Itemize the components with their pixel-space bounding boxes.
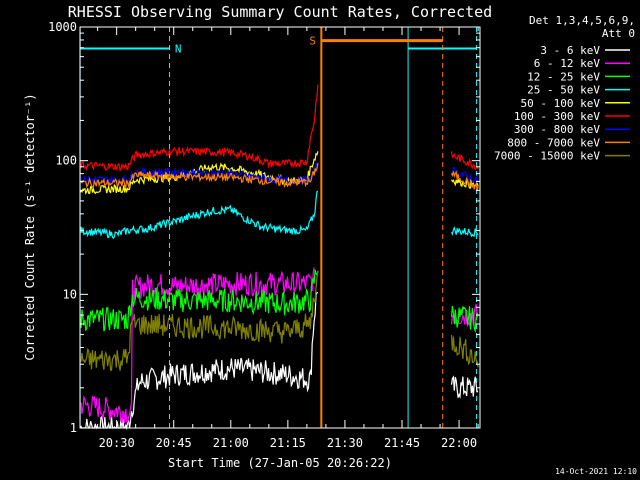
chart-title: RHESSI Observing Summary Count Rates, Co… <box>68 3 492 21</box>
series-line-5 <box>450 151 479 171</box>
x-tick-label: 21:00 <box>213 436 249 450</box>
series-line-4 <box>79 151 319 195</box>
x-axis-label: Start Time (27-Jan-05 20:26:22) <box>168 456 392 470</box>
y-axis-label: Corrected Count Rate (s⁻¹ detector⁻¹) <box>23 93 37 360</box>
legend-entry-label: 12 - 25 keV <box>527 70 600 83</box>
night-marker-label: N <box>175 43 182 56</box>
x-tick-label: 21:15 <box>270 436 306 450</box>
series-line-1 <box>80 267 315 424</box>
y-tick-label: 10 <box>63 287 77 301</box>
series-line-8 <box>79 270 319 371</box>
series-line-5 <box>79 84 319 173</box>
timestamp: 14-Oct-2021 12:10 <box>555 467 637 476</box>
x-tick-label: 20:45 <box>156 436 192 450</box>
saa-marker-label: S <box>309 35 316 48</box>
x-tick-label: 21:30 <box>327 436 363 450</box>
legend-entry-label: 7000 - 15000 keV <box>494 150 600 163</box>
series-line-3 <box>79 190 319 239</box>
legend-entry-label: 300 - 800 keV <box>514 123 600 136</box>
series-line-6 <box>79 162 319 186</box>
series-line-3 <box>450 226 479 238</box>
legend-title-line-1: Det 1,3,4,5,6,9, <box>529 14 635 27</box>
series-line-6 <box>451 166 479 184</box>
series-line-7 <box>450 170 479 191</box>
plot-frame <box>79 26 481 429</box>
legend-entry-label: 100 - 300 keV <box>514 110 600 123</box>
y-tick-label: 1 <box>70 421 77 435</box>
series-line-8 <box>450 334 479 368</box>
x-tick-label: 20:30 <box>99 436 135 450</box>
legend-entry-label: 800 - 7000 keV <box>507 136 600 149</box>
series-line-2 <box>450 305 479 334</box>
legend-entry-label: 6 - 12 keV <box>534 57 601 70</box>
legend-title-line-2: Att 0 <box>602 27 635 40</box>
series-line-0 <box>450 375 479 399</box>
legend-entry-label: 3 - 6 keV <box>540 44 600 57</box>
x-tick-label: 21:45 <box>384 436 420 450</box>
y-tick-label: 100 <box>55 154 77 168</box>
series-line-7 <box>79 163 319 189</box>
legend-entry-label: 25 - 50 keV <box>527 84 600 97</box>
series-line-2 <box>79 269 319 332</box>
y-tick-label: 1000 <box>48 20 77 34</box>
legend-entry-label: 50 - 100 keV <box>521 97 601 110</box>
x-tick-label: 22:00 <box>441 436 477 450</box>
